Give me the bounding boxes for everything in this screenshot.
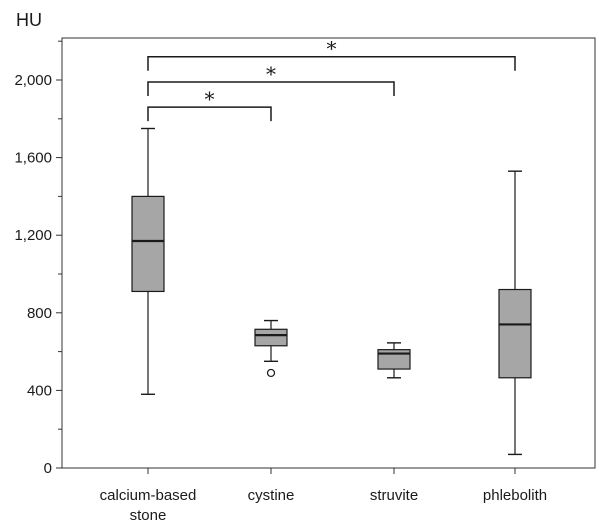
significance-star: *: [327, 37, 337, 61]
x-category-label: phlebolith: [483, 487, 547, 504]
x-category-label: calcium-based: [100, 487, 197, 504]
x-category-label: struvite: [370, 487, 418, 504]
x-category-label: cystine: [248, 487, 295, 504]
outlier-point: [266, 368, 276, 378]
significance-bracket: [147, 106, 272, 122]
y-axis: 0 400 800 1,200 1,600 2,000: [14, 40, 62, 477]
y-tick-label: 800: [27, 305, 52, 322]
y-unit-label: HU: [16, 10, 42, 30]
box-group: [131, 127, 165, 395]
iqr-box: [131, 195, 165, 293]
significance-brackets: * * *: [147, 37, 516, 122]
y-tick-label: 0: [44, 460, 52, 477]
significance-bracket: [147, 81, 395, 96]
box-group: [377, 342, 411, 379]
significance-bracket: [147, 55, 516, 71]
y-tick-label: 1,200: [14, 227, 52, 244]
box-series: [131, 127, 532, 456]
y-tick-label: 2,000: [14, 72, 52, 89]
significance-star: *: [205, 87, 215, 111]
iqr-box: [254, 328, 288, 347]
iqr-box: [498, 288, 532, 379]
significance-star: *: [266, 62, 276, 86]
y-tick-label: 400: [27, 382, 52, 399]
box-group: [498, 170, 532, 456]
box-group: [254, 319, 288, 378]
x-category-label: stone: [130, 507, 167, 524]
y-tick-label: 1,600: [14, 150, 52, 167]
plot-frame: [61, 37, 596, 469]
x-axis: calcium-based stone cystine struvite phlebol…: [100, 468, 547, 524]
